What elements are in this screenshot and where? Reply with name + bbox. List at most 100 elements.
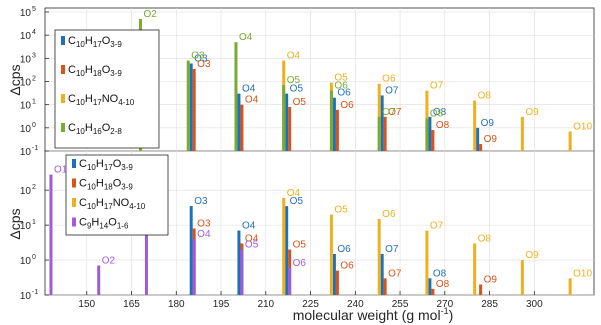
y-tick-label: 10 xyxy=(20,8,32,19)
bar-annotation: O3 xyxy=(197,219,211,230)
bar xyxy=(237,93,241,151)
legend-entry: C10H16O2-8 xyxy=(68,122,122,136)
legend-sub3: 1-6 xyxy=(117,222,129,231)
legend-sub3: 3-9 xyxy=(110,69,122,78)
bar xyxy=(431,130,435,151)
legend-sub2: 17 xyxy=(104,163,113,172)
legend-sub2: 16 xyxy=(93,127,102,136)
bar-annotation: O7 xyxy=(382,107,396,118)
bar-annotation: O5 xyxy=(334,73,348,84)
x-axis-label: molecular weight (g mol-1) xyxy=(293,306,454,323)
bar-annotation: O2 xyxy=(143,9,157,20)
x-tick-label: 150 xyxy=(78,299,95,310)
y-tick-base: 10 xyxy=(20,101,32,112)
bar-annotation: O5 xyxy=(334,205,348,216)
bar-annotation: O6 xyxy=(382,209,396,220)
legend-mid2: NO xyxy=(102,93,119,105)
y-tick-exponent: 5 xyxy=(32,6,36,13)
bar-annotation: O4 xyxy=(245,233,259,244)
legend-base: C xyxy=(68,93,76,105)
bar xyxy=(97,265,101,295)
y-tick-label: 10 xyxy=(20,31,32,42)
bar-annotation: O8 xyxy=(436,120,450,131)
bar xyxy=(192,68,196,151)
bar xyxy=(479,144,483,151)
bar-annotation: O4 xyxy=(287,51,301,62)
legend-mid2: O xyxy=(113,158,122,170)
y-tick-exponent: 4 xyxy=(32,29,36,36)
x-axis-label-tail: ) xyxy=(449,307,454,323)
x-tick-label: 270 xyxy=(436,299,453,310)
bar xyxy=(237,230,241,295)
bar-annotation: O4 xyxy=(245,95,259,106)
legend-mid2: O xyxy=(108,217,117,229)
bar xyxy=(285,93,289,151)
y-tick-base: 10 xyxy=(20,256,32,267)
bar xyxy=(288,267,292,295)
bar xyxy=(383,116,387,151)
bar-annotation: O4 xyxy=(287,188,301,199)
bar-annotation: O8 xyxy=(433,107,447,118)
bar-annotation: O5 xyxy=(293,97,307,108)
y-tick-label: 10 xyxy=(20,147,32,158)
legend-mid: H xyxy=(96,197,104,209)
legend-entry: C10H17O3-9 xyxy=(68,35,122,49)
legend-sub1: 10 xyxy=(87,163,96,172)
x-tick-label: 180 xyxy=(168,299,185,310)
bar xyxy=(428,116,432,151)
legend-base: C xyxy=(68,122,76,134)
bar-annotation: O5 xyxy=(290,84,304,95)
bar-annotation: O5 xyxy=(245,240,259,251)
bar-annotation: O4 xyxy=(242,84,256,95)
bar xyxy=(332,97,336,151)
bar-annotation: O8 xyxy=(478,233,492,244)
bar xyxy=(428,278,432,295)
legend-sub1: 9 xyxy=(87,222,92,231)
y-tick-base: 10 xyxy=(20,124,32,135)
bar xyxy=(144,204,148,295)
y-tick-exponent: 1 xyxy=(32,99,36,106)
legend-entry: C10H17NO4-10 xyxy=(79,197,146,211)
legend-mid: H xyxy=(85,64,93,76)
legend-sub1: 10 xyxy=(76,69,85,78)
bar xyxy=(335,109,339,151)
bar xyxy=(380,253,384,295)
y-tick-exponent: 2 xyxy=(32,184,36,191)
bar-annotation: O4 xyxy=(242,221,256,232)
x-axis-label-exp: -1 xyxy=(441,306,449,316)
legend-entry: C10H17O3-9 xyxy=(79,158,133,172)
bottom-bars xyxy=(49,174,572,295)
x-axis-label-main: molecular weight (g mol xyxy=(293,307,441,323)
y-tick-base: 10 xyxy=(20,291,32,302)
legend-sub1: 10 xyxy=(76,98,85,107)
bar-annotation: O9 xyxy=(484,134,498,145)
bar xyxy=(425,118,429,151)
y-tick-base: 10 xyxy=(20,31,32,42)
bar xyxy=(377,218,381,295)
legend-swatch xyxy=(61,123,65,132)
bar xyxy=(479,284,483,295)
x-tick-label: 210 xyxy=(257,299,274,310)
bar-annotation: O6 xyxy=(340,100,354,111)
bar-annotation: O3 xyxy=(191,51,205,62)
legend-swatch xyxy=(61,94,65,103)
legend-sub2: 18 xyxy=(93,69,102,78)
top-bars xyxy=(138,18,572,152)
bar-annotation: O7 xyxy=(430,221,444,232)
bar-annotation: O9 xyxy=(525,107,539,118)
bar-annotation: O8 xyxy=(430,109,444,120)
bar-annotation: O4 xyxy=(239,32,253,43)
bar xyxy=(476,127,480,151)
y-tick-exponent: -1 xyxy=(32,289,38,296)
y-tick-base: 10 xyxy=(20,186,32,197)
bar xyxy=(329,214,333,295)
bar-annotation: O7 xyxy=(388,107,402,118)
legend-mid2: NO xyxy=(113,197,130,209)
legend-sub3: 4-10 xyxy=(118,98,135,107)
legend-base: C xyxy=(68,35,76,47)
bar xyxy=(282,85,286,151)
x-tick-label: 255 xyxy=(392,299,409,310)
bar xyxy=(520,116,524,151)
bar-annotation: O7 xyxy=(388,268,402,279)
